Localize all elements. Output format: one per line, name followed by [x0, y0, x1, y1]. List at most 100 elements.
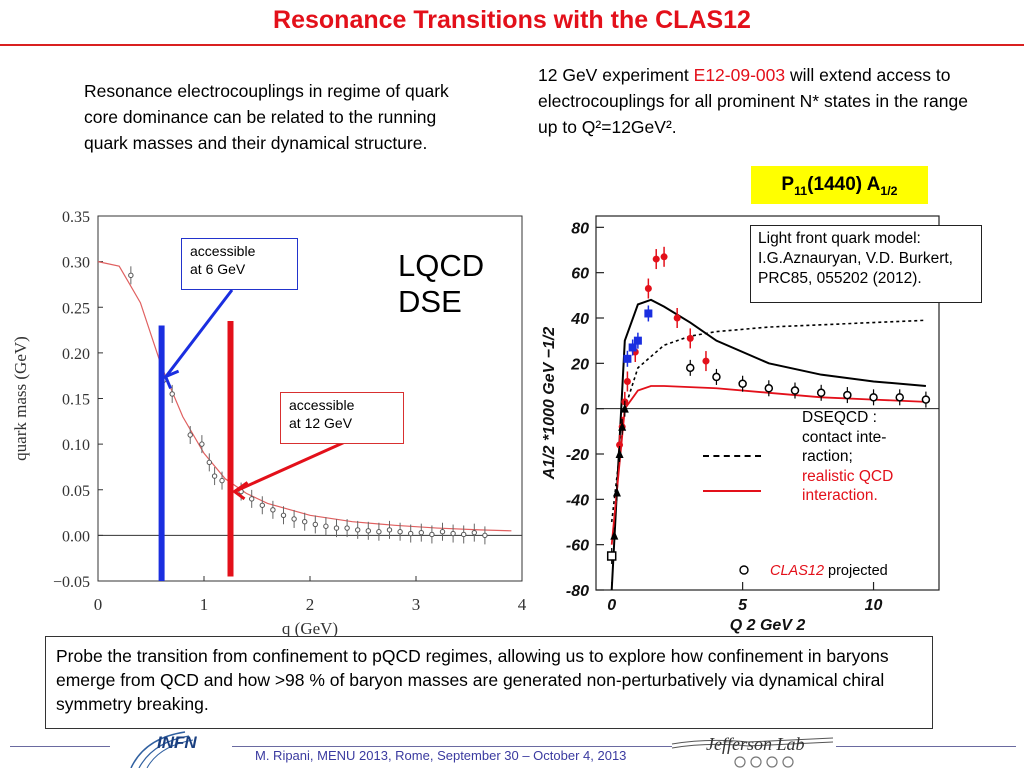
y-tick-label: −0.05 [53, 574, 90, 591]
data-point [471, 529, 477, 536]
clas12-point [790, 386, 800, 395]
page-title: Resonance Transitions with the CLAS12 [273, 6, 751, 34]
model-label-line2: DSE [398, 284, 462, 319]
dseqcd-line5: interaction. [802, 487, 878, 504]
x-axis-label: q (GeV) [282, 619, 338, 638]
badge-sub2: 1/2 [880, 183, 898, 198]
callout-6gev: accessible at 6 GeV [181, 238, 298, 290]
red-point [652, 255, 660, 263]
right-description: 12 GeV experiment E12-09-003 will extend… [538, 62, 968, 140]
clas12-point [764, 384, 774, 393]
blue-square-point [623, 354, 632, 363]
y-axis-label: quark mass (GeV) [11, 336, 30, 461]
y-tick-label: 0.05 [62, 483, 90, 500]
x-tick-label: 1 [200, 595, 209, 614]
fit-curve [97, 261, 512, 532]
black-triangle-point [610, 530, 619, 540]
black-triangle-point [620, 403, 629, 413]
red-point [660, 253, 668, 261]
badge-label: P [781, 174, 795, 195]
data-point [291, 516, 297, 522]
infn-logo: INFN [130, 731, 197, 768]
right-text-part1: 12 GeV experiment [538, 65, 694, 85]
y-tick-label: 0.15 [62, 392, 90, 409]
lf-model-curve [610, 298, 926, 591]
data-point [439, 529, 446, 535]
data-point [397, 529, 403, 535]
data-point [169, 391, 175, 397]
red-point [686, 334, 694, 342]
data-point [355, 527, 361, 533]
model-box-line3: PRC85, 055202 (2012). [758, 270, 922, 287]
data-point [344, 525, 350, 531]
red-point [623, 377, 631, 385]
y-tick-label: -60 [566, 538, 589, 555]
model-box-line2: I.G.Aznauryan, V.D. Burkert, [758, 250, 953, 267]
data-point [128, 272, 134, 279]
clas12-point [738, 379, 747, 388]
clas12-legend-suffix: projected [824, 563, 888, 579]
clas12-point [895, 393, 904, 402]
red-point [673, 314, 681, 322]
clas12-legend-text: CLAS12 projected [770, 563, 888, 579]
x-axis-label: Q 2 GeV 2 [730, 617, 806, 634]
data-point [333, 525, 340, 531]
x-tick-label: 5 [738, 597, 748, 614]
data-point [418, 529, 424, 536]
clas12-point [686, 363, 695, 373]
model-label: LQCD DSE [398, 248, 484, 320]
data-point [199, 441, 205, 447]
y-tick-label: 80 [571, 220, 589, 237]
legend-dashed-line [703, 455, 761, 457]
arrow-12gev [233, 440, 346, 493]
right-text-part2: will extend access to electrocouplings f… [538, 65, 968, 137]
clas12-legend-marker [739, 565, 749, 575]
svg-text:INFN: INFN [157, 733, 197, 752]
y-tick-label: -40 [566, 492, 589, 509]
light-front-model-box: Light front quark model: I.G.Aznauryan, … [750, 225, 982, 303]
data-point [187, 432, 193, 438]
data-point [211, 473, 218, 479]
clas12-point [816, 388, 826, 398]
dseqcd-line3: raction; [802, 448, 853, 465]
footer-rule-right [836, 746, 1016, 747]
data-point [259, 502, 265, 508]
data-point [302, 518, 308, 525]
model-label-line1: LQCD [398, 248, 485, 283]
dseqcd-line4: realistic QCD [802, 467, 894, 485]
data-point [219, 477, 225, 484]
resonance-badge: P11(1440) A1/2 [751, 166, 928, 204]
red-point [644, 285, 652, 293]
y-tick-label: 0.25 [62, 300, 90, 317]
dseqcd-line2: contact inte- [802, 428, 887, 446]
badge-sub: 11 [794, 183, 808, 198]
y-tick-label: 0.00 [62, 528, 90, 545]
y-tick-label: 0 [580, 402, 589, 419]
data-point [365, 528, 371, 534]
callout-6gev-line1: accessible [190, 243, 256, 259]
dseqcd-legend: DSEQCD : contact inte- raction; realisti… [802, 408, 893, 506]
x-tick-label: 0 [607, 597, 616, 614]
black-triangle-point [615, 449, 624, 458]
legend-red-line [703, 490, 761, 492]
callout-6gev-line2: at 6 GeV [190, 261, 246, 277]
data-point [206, 459, 213, 466]
title-divider [0, 44, 1024, 46]
badge-label-rest: (1440) A [807, 174, 881, 195]
footer-citation: M. Ripani, MENU 2013, Rome, September 30… [255, 748, 627, 763]
y-tick-label: 0.30 [62, 255, 90, 272]
clas12-point [712, 372, 721, 382]
clas12-point [869, 393, 878, 402]
x-tick-label: 3 [412, 595, 421, 614]
data-point [408, 530, 414, 537]
footer-rule-mid [232, 746, 672, 747]
callout-12gev-line1: accessible [289, 397, 355, 413]
clas12-point [921, 395, 931, 404]
black-triangle-point [612, 487, 621, 497]
callout-12gev: accessible at 12 GeV [280, 392, 404, 444]
arrow-6gev [165, 289, 234, 377]
data-point [450, 530, 456, 537]
arrowhead-12gev [231, 481, 249, 501]
data-point [323, 523, 329, 529]
y-tick-label: -20 [566, 447, 589, 464]
